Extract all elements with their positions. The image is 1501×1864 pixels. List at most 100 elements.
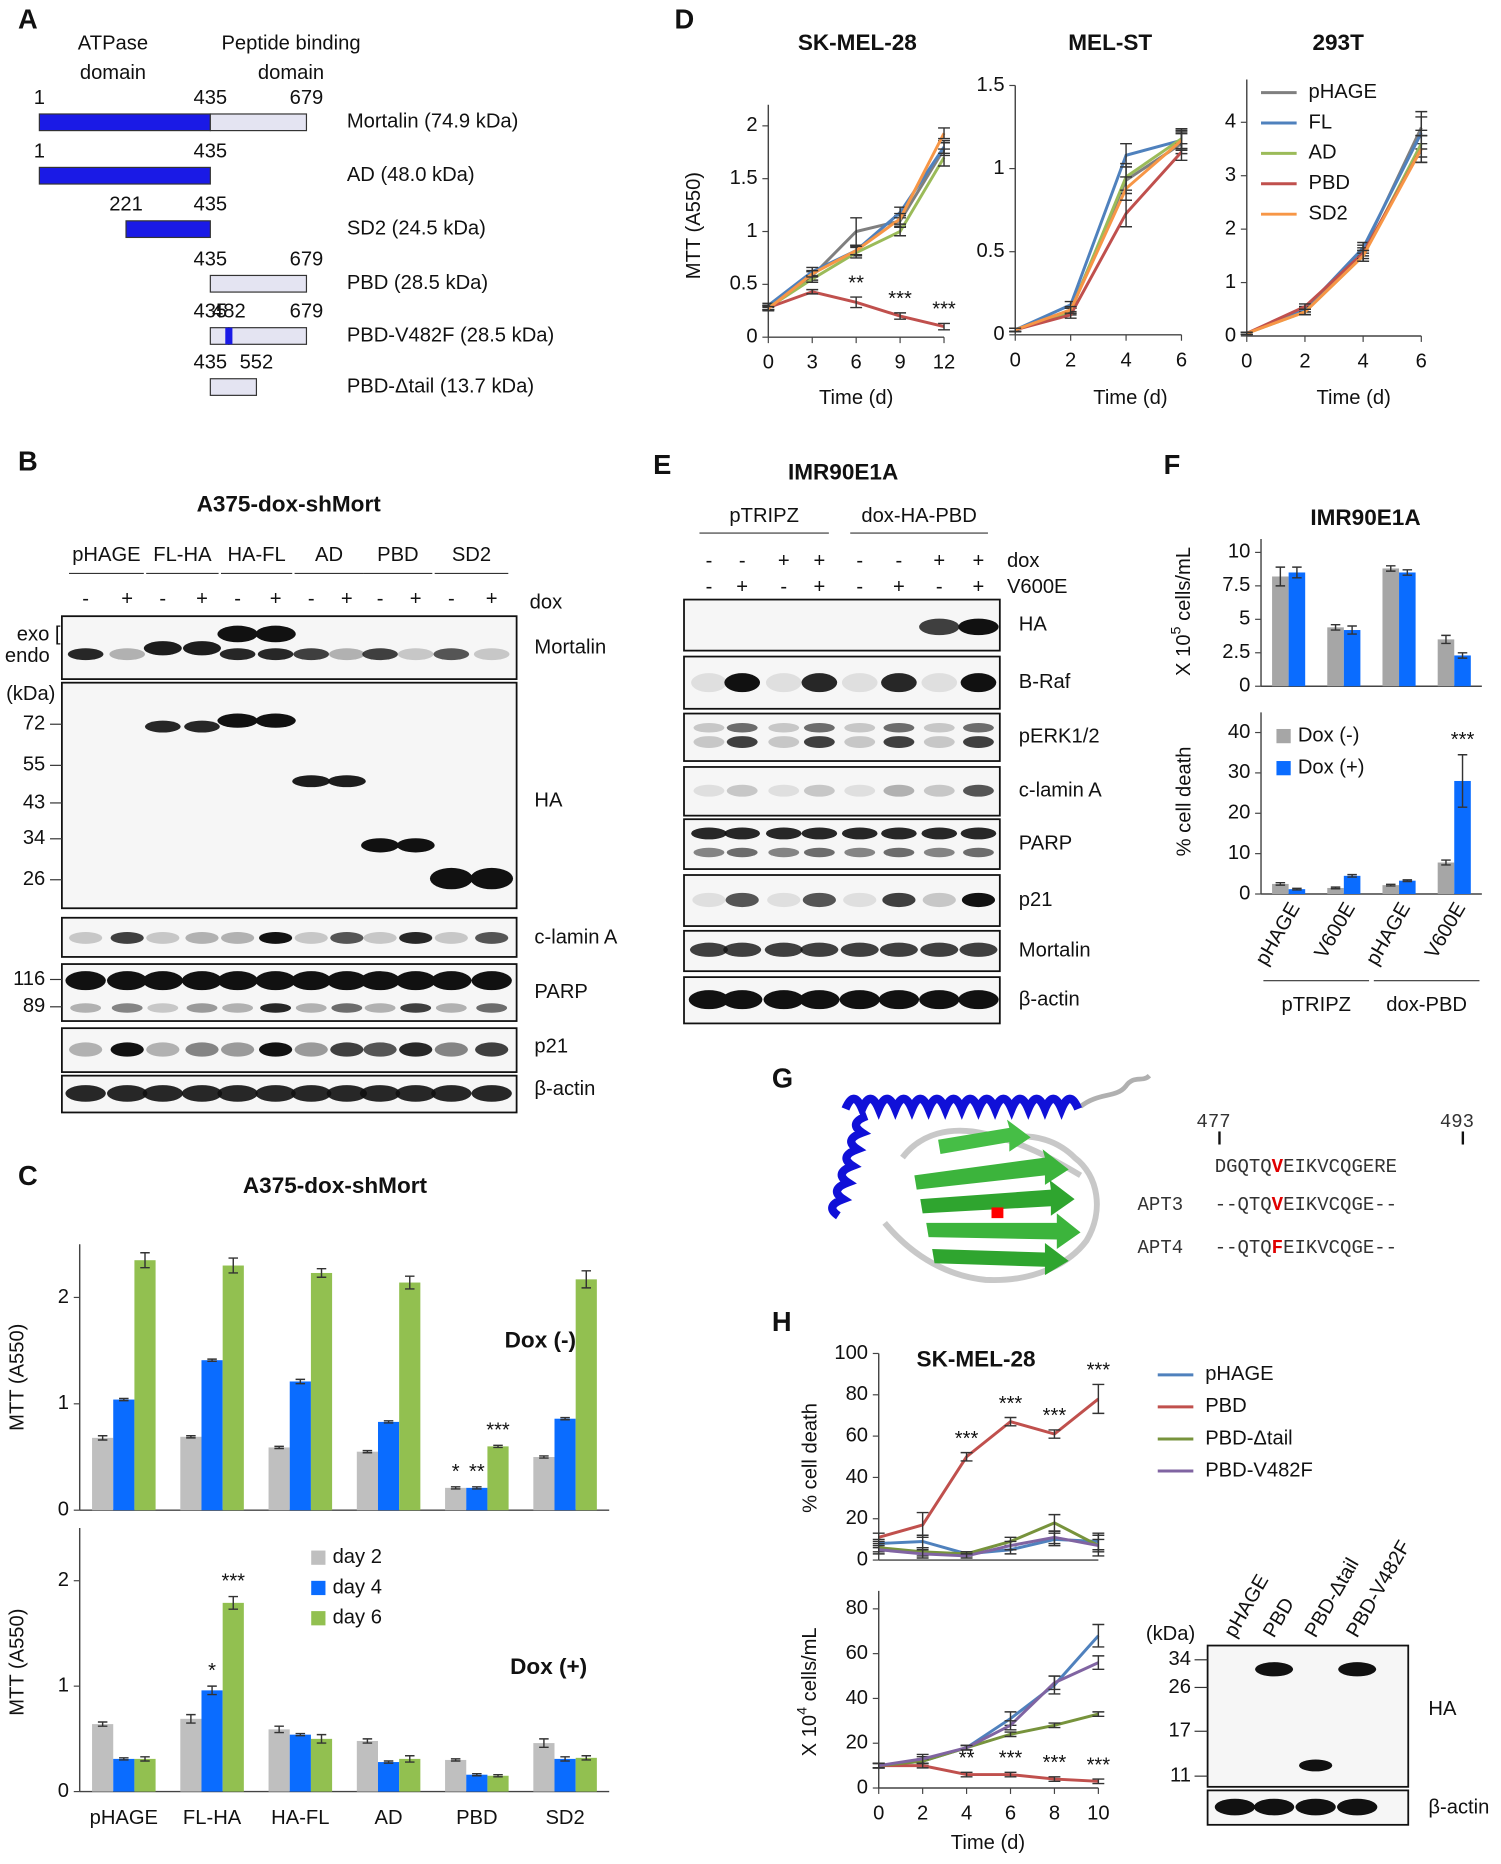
x-tick-label: SD2: [545, 1807, 584, 1829]
band: [963, 736, 994, 748]
beta-strand: [926, 1213, 1081, 1249]
band: [1295, 1798, 1336, 1816]
band: [146, 932, 180, 944]
error-bar: [581, 1270, 592, 1289]
band: [396, 838, 435, 853]
band: [107, 1085, 148, 1102]
band: [475, 1042, 509, 1057]
domain-header: domain: [258, 62, 324, 84]
band: [109, 648, 145, 661]
error-bar: [539, 1455, 549, 1459]
lane-sign: -: [448, 588, 455, 610]
mw-marker: 11: [1170, 1764, 1191, 1786]
legend-label: PBD: [1309, 172, 1350, 194]
protein-structure: [828, 1073, 1152, 1283]
x-tick-label: AD: [375, 1807, 403, 1829]
marker-label: endo: [5, 645, 50, 667]
error-bar: [560, 1756, 570, 1762]
significance: ***: [221, 1571, 245, 1593]
y-tick-label: 3: [1225, 164, 1236, 186]
band: [257, 648, 294, 661]
y-axis-label: % cell death: [1173, 746, 1195, 856]
series-line: [878, 1712, 1099, 1768]
band: [255, 713, 296, 728]
band: [260, 1003, 292, 1013]
lane-sign: +: [486, 588, 498, 610]
blot-label: p21: [1019, 889, 1053, 911]
x-axis-label: Time (d): [1093, 387, 1167, 409]
mutation-mark: [225, 327, 233, 345]
error-bar: [1092, 1655, 1105, 1671]
significance: ***: [486, 1419, 510, 1441]
y-tick-label: 0: [1225, 324, 1236, 346]
band: [184, 720, 220, 733]
mw-marker: 26: [1169, 1676, 1191, 1698]
band: [473, 648, 510, 661]
band: [111, 1003, 143, 1013]
error-bar: [97, 1435, 108, 1441]
band: [688, 990, 730, 1010]
kda-label: (kDa): [1146, 1623, 1195, 1645]
panel-letter: C: [18, 1160, 38, 1191]
band: [691, 673, 727, 693]
x-tick-label: 3: [807, 352, 818, 374]
legend-swatch: [311, 1611, 326, 1626]
band: [881, 673, 917, 693]
error-bar: [581, 1755, 592, 1761]
band: [883, 784, 915, 797]
mw-marker: 89: [23, 995, 45, 1017]
band: [359, 1085, 401, 1102]
bar: [377, 1421, 400, 1511]
error-bar: [316, 1733, 327, 1744]
band: [923, 784, 955, 797]
band: [255, 971, 296, 991]
aptamer-label: APT3: [1138, 1194, 1184, 1216]
bar: [466, 1487, 488, 1511]
y-tick-label: 20: [846, 1507, 868, 1529]
band: [362, 648, 398, 661]
bar: [113, 1758, 135, 1792]
band: [329, 648, 365, 661]
lane-sign: +: [410, 588, 422, 610]
sequence: DGQTQVEIKVCQGERE: [1215, 1156, 1397, 1178]
legend-label: SD2: [1309, 203, 1348, 225]
error-bar: [493, 1444, 503, 1449]
error-bar: [1441, 859, 1451, 866]
lane-group: PBD: [377, 544, 418, 566]
x-axis-label: Time (d): [951, 1832, 1025, 1854]
band: [471, 971, 512, 991]
blot-label: PARP: [1019, 832, 1072, 854]
error-bar: [806, 269, 819, 278]
residue-number: 477: [1196, 1111, 1230, 1133]
series-line: [878, 1764, 1099, 1783]
domain-header: ATPase: [78, 32, 148, 54]
bar: [268, 1729, 290, 1792]
band: [186, 1003, 218, 1013]
error-bar: [316, 1268, 327, 1278]
y-tick-label: 40: [1228, 721, 1250, 743]
lane-sign: -: [234, 588, 241, 610]
band: [693, 736, 725, 748]
y-tick-label: 0: [1239, 882, 1250, 904]
lane-group: SD2: [452, 544, 491, 566]
lane-sign: -: [377, 588, 384, 610]
error-bar: [894, 212, 907, 225]
band: [110, 932, 144, 944]
band: [327, 775, 366, 788]
band: [330, 1042, 364, 1057]
band: [435, 1003, 467, 1013]
error-bar: [472, 1772, 482, 1777]
lane-sign: +: [973, 550, 985, 572]
bar: [1382, 568, 1400, 687]
band: [1255, 1662, 1294, 1677]
legend-label: day 2: [333, 1546, 382, 1568]
band: [291, 971, 332, 991]
error-bar: [916, 1511, 929, 1539]
error-bar: [850, 296, 863, 309]
domain-bar: [125, 220, 211, 239]
x-tick-label: 0: [763, 352, 774, 374]
x-tick-label: 2: [917, 1802, 928, 1824]
series-line: [878, 1521, 1100, 1556]
